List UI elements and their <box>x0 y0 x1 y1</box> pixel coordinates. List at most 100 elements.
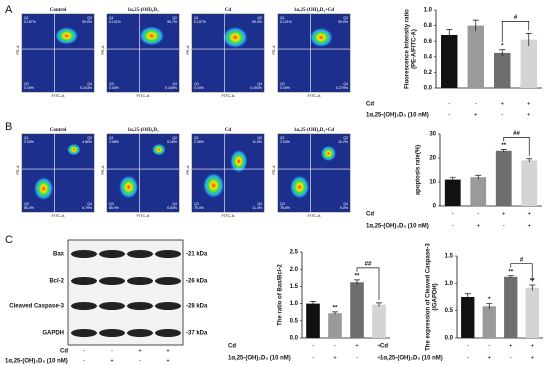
quadrant-label: Q4 <box>257 202 262 206</box>
plot-title: Control <box>50 128 67 133</box>
row-sign: - <box>501 113 503 119</box>
error-bar <box>499 49 506 57</box>
panel-letter: C <box>5 234 13 246</box>
y-tick-label: 1.0 <box>424 8 433 14</box>
error-bar <box>376 302 382 307</box>
bar <box>504 276 518 338</box>
quadrant-label: Q1 <box>109 136 114 140</box>
quadrant-percent: 6.84% <box>167 206 177 210</box>
row-sign: + <box>530 344 534 350</box>
quadrant-label: Q2 <box>343 16 348 20</box>
blot-band <box>155 277 181 285</box>
quadrant-label: Q1 <box>24 16 29 20</box>
cell-cluster <box>138 25 165 46</box>
y-tick-label: 0.2 <box>424 70 433 76</box>
bracket-label: # <box>514 15 518 21</box>
row-sign: + <box>527 113 531 119</box>
quadrant-percent: 86.3% <box>24 206 34 210</box>
row-sign: + <box>487 356 491 362</box>
blot-band <box>71 302 97 310</box>
flow-plot <box>277 133 351 213</box>
row-sign: - <box>312 344 314 350</box>
row-sign: - <box>356 356 358 362</box>
x-axis-label: FITC-A <box>222 93 235 98</box>
bracket-label: ## <box>513 131 520 137</box>
x-axis-label: FITC-A <box>137 213 150 218</box>
quadrant-label: Q3 <box>24 82 29 86</box>
quadrant-label: Q3 <box>194 202 199 206</box>
error-bar <box>507 275 514 278</box>
y-tick-label: 0.0 <box>290 336 299 342</box>
row-sign: + <box>527 212 531 218</box>
y-axis-label: PE-A <box>185 165 190 175</box>
quadrant-percent: 78.8% <box>280 206 290 210</box>
bar <box>470 177 487 206</box>
error-bar <box>332 311 338 315</box>
y-tick-label: 30 <box>429 132 436 138</box>
y-axis-label: PE-A <box>100 165 105 175</box>
row-sign: + <box>527 102 531 108</box>
row-sign: + <box>377 344 381 350</box>
y-axis-label: PE-A <box>15 45 20 55</box>
flow-plot <box>106 133 180 213</box>
quadrant-label: Q2 <box>172 16 177 20</box>
y-axis-label: PE-A <box>271 45 276 55</box>
row-sign: - <box>503 224 505 230</box>
bracket <box>356 267 380 300</box>
quadrant-label: Q2 <box>257 16 262 20</box>
significance: ** <box>508 269 513 275</box>
band-kda: -37 kDa <box>186 331 208 337</box>
band-label: Cleaved Caspase-3 <box>9 304 64 310</box>
blot-band <box>155 329 181 337</box>
flow-plot <box>277 13 351 93</box>
bar <box>520 39 537 88</box>
quadrant-percent: 99.4% <box>252 20 262 24</box>
blot-band <box>99 302 125 310</box>
cell-cluster <box>66 143 81 156</box>
row-sign: + <box>110 359 114 365</box>
row-sign: + <box>355 344 359 350</box>
quadrant-percent: 0.493% <box>250 86 262 90</box>
row-sign: - <box>139 359 141 365</box>
cell-cluster <box>33 176 54 201</box>
row-sign: - <box>510 356 512 362</box>
row-sign: + <box>166 359 170 365</box>
blot-band <box>71 250 97 258</box>
quadrant-label: Q3 <box>24 202 29 206</box>
row-sign: + <box>166 349 170 355</box>
row-sign: + <box>333 356 337 362</box>
error-bar <box>500 149 507 153</box>
panel-letter: B <box>5 121 12 133</box>
bar <box>521 160 538 206</box>
quadrant-percent: 85.9% <box>109 206 119 210</box>
x-axis-label: FITC-A <box>52 213 65 218</box>
y-tick-label: 0.0 <box>445 336 454 342</box>
quadrant-percent: 5.18% <box>167 140 177 144</box>
cell-cluster <box>118 175 139 200</box>
y-tick-label: 2.0 <box>290 267 299 273</box>
blot-band <box>127 250 153 258</box>
quadrant-label: Q3 <box>109 202 114 206</box>
row-label: Cd <box>366 212 374 218</box>
quadrant-label: Q2 <box>87 16 92 20</box>
blot-band <box>155 250 181 258</box>
y-axis-label: The ratio of Bax/Bcl-2 <box>278 264 284 326</box>
quadrant-percent: 0.107% <box>194 20 206 24</box>
quadrant-label: Q4 <box>87 82 92 86</box>
blot-band <box>155 302 181 310</box>
quadrant-label: Q2 <box>257 136 262 140</box>
y-axis-label: PE-A <box>271 165 276 175</box>
row-label: Cd <box>60 349 68 355</box>
y-tick-label: 0.4 <box>424 54 433 60</box>
flow-plot <box>21 13 95 93</box>
quadrant-percent: 75.0% <box>194 206 204 210</box>
quadrant-percent: 0.243% <box>80 86 92 90</box>
quadrant-percent: 0.00% <box>24 86 34 90</box>
row-sign: + <box>509 344 513 350</box>
quadrant-label: Q2 <box>343 136 348 140</box>
quadrant-percent: 6.79% <box>82 206 92 210</box>
quadrant-label: Q3 <box>194 82 199 86</box>
cell-cluster <box>289 175 310 200</box>
quadrant-label: Q4 <box>87 202 92 206</box>
